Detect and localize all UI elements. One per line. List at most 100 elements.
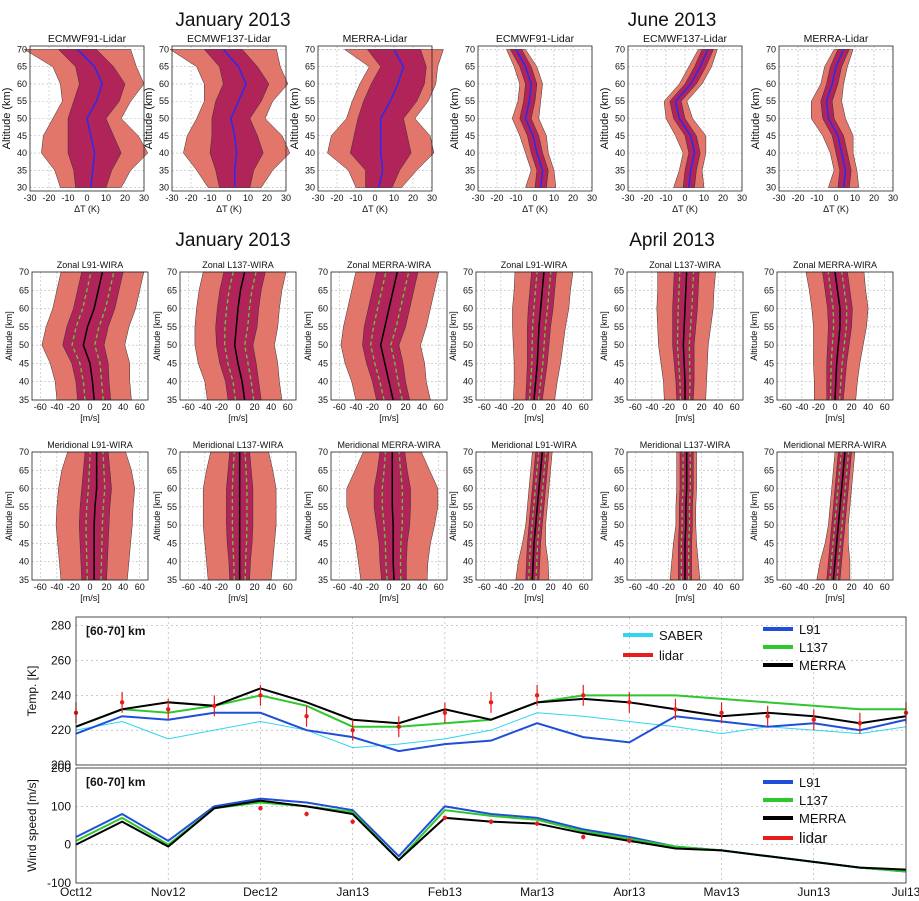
- plot-frame: [179, 451, 297, 581]
- x-tick-label: -10: [810, 193, 823, 203]
- profile-panels: -30 -20 -10 0 10 20 30 30 35 40 45 50 55 60 65 70 ECMWF9…: [1, 33, 898, 603]
- y-tick-label: 0: [64, 838, 71, 852]
- x-tick-label: 40: [118, 582, 128, 592]
- mean-line: [378, 49, 405, 188]
- dashed-sd-line: [688, 271, 695, 401]
- x-tick-label: -60: [779, 582, 792, 592]
- y-tick-label: 55: [19, 322, 29, 332]
- y-tick-label: 70: [19, 447, 29, 457]
- y-tick-label: 40: [463, 377, 473, 387]
- y-tick-label: 50: [318, 520, 328, 530]
- y-tick-label: 60: [167, 484, 177, 494]
- lidar-point: [488, 819, 494, 824]
- legend-label: L137: [799, 640, 828, 655]
- y-tick-label: 50: [17, 114, 27, 124]
- x-tick-label: -40: [198, 582, 211, 592]
- x-axis-label: [m/s]: [228, 413, 248, 423]
- y-tick-label: 35: [159, 165, 169, 175]
- dashed-sd-line: [231, 451, 235, 581]
- y-tick-label: 55: [766, 96, 776, 106]
- panel-title: Zonal MERRA-WIRA: [347, 260, 431, 270]
- y-tick-label: 60: [766, 79, 776, 89]
- y-tick-label: 50: [19, 520, 29, 530]
- x-tick-label: 60: [880, 402, 890, 412]
- y-tick-label: 70: [463, 267, 473, 277]
- dashed-sd-line: [244, 451, 248, 581]
- dashed-sd-line: [836, 451, 850, 581]
- x-tick-label: -10: [203, 193, 216, 203]
- dashed-sd-line: [94, 271, 115, 401]
- y-tick-label: 65: [614, 465, 624, 475]
- x-tick-label: 0: [531, 402, 536, 412]
- y-tick-label: 45: [465, 131, 475, 141]
- y-tick-label: 60: [463, 484, 473, 494]
- plot-frame: [75, 616, 907, 766]
- x-tick-label: -60: [333, 582, 346, 592]
- y-tick-label: 50: [764, 520, 774, 530]
- lidar-point: [304, 811, 309, 817]
- x-tick-label: 10: [549, 193, 559, 203]
- y-axis-label: Altitude (km): [143, 88, 155, 150]
- y-tick-label: 55: [167, 322, 177, 332]
- y-tick-label: 50: [305, 114, 315, 124]
- y-tick-label: 50: [463, 340, 473, 350]
- inner-sd-band: [78, 451, 112, 581]
- x-tick-label: 10: [699, 193, 709, 203]
- y-axis-label: Altitude [km]: [448, 311, 458, 361]
- x-tick-label: 60: [135, 582, 145, 592]
- heading-january-top: January 2013: [175, 10, 290, 31]
- x-tick-label: 40: [118, 402, 128, 412]
- y-tick-label: 35: [167, 395, 177, 405]
- y-tick-label: 40: [463, 557, 473, 567]
- y-tick-label: 50: [764, 340, 774, 350]
- dashed-sd-line: [537, 271, 552, 401]
- y-tick-label: 55: [463, 322, 473, 332]
- x-axis-label: [m/s]: [379, 413, 399, 423]
- x-tick-label: -20: [791, 193, 804, 203]
- mean-line: [233, 271, 246, 401]
- profile-panel: -30 -20 -10 0 10 20 30 30 35 40 45 50 55 60 65 70 ECMWF1…: [143, 33, 291, 214]
- y-tick-label: 45: [463, 538, 473, 548]
- y-tick-label: 280: [51, 619, 71, 633]
- plot-area: [76, 768, 906, 883]
- mean-line: [825, 49, 847, 188]
- x-tick-label: 30: [737, 193, 747, 203]
- x-tick-label: 20: [869, 193, 879, 203]
- y-axis-label: Altitude [km]: [599, 311, 609, 361]
- y-axis-label: Altitude [km]: [599, 491, 609, 541]
- y-tick-label: 65: [318, 465, 328, 475]
- y-tick-label: 40: [19, 557, 29, 567]
- x-tick-label: 20: [102, 402, 112, 412]
- x-tick-label: -60: [779, 402, 792, 412]
- y-tick-label: 55: [17, 96, 27, 106]
- x-tick-label: 10: [850, 193, 860, 203]
- x-axis-label: [m/s]: [524, 413, 544, 423]
- y-tick-label: -100: [47, 876, 71, 890]
- x-tick-label: 60: [579, 402, 589, 412]
- inner-sd-band: [203, 49, 270, 188]
- y-tick-label: 60: [167, 304, 177, 314]
- y-tick-label: 70: [19, 267, 29, 277]
- profile-panel: -30 -20 -10 0 10 20 30 30 35 40 45 50 55 60 65 70 MERRA-…: [750, 33, 898, 214]
- panel-title: Zonal L91-WIRA: [57, 260, 124, 270]
- x-axis-label: [m/s]: [80, 593, 100, 603]
- lidar-point: [627, 838, 632, 844]
- profile-panel: -60 -40 -20 0 20 40 60 35 40 45 50 55 60 65 70 Meridion…: [599, 440, 744, 603]
- x-tick-label: 0: [235, 402, 240, 412]
- inner-sd-band: [820, 49, 852, 188]
- x-tick-label: 20: [120, 193, 130, 203]
- heading-june: June 2013: [628, 10, 717, 31]
- panel-title: Zonal L91-WIRA: [501, 260, 568, 270]
- x-tick-label: -40: [795, 582, 808, 592]
- x-axis-label: ΔT (K): [74, 204, 100, 214]
- x-axis-label: [m/s]: [379, 593, 399, 603]
- x-tick-label: -30: [165, 193, 178, 203]
- y-tick-label: 70: [615, 44, 625, 54]
- dashed-sd-line: [827, 271, 835, 401]
- profile-panel: -60 -40 -20 0 20 40 60 35 40 45 50 55 60 65 70 Zonal L9…: [4, 260, 149, 423]
- profile-panel: -30 -20 -10 0 10 20 30 30 35 40 45 50 55 60 65 70 MERRA-…: [289, 33, 444, 214]
- altitude-range-label: [60-70] km: [86, 624, 145, 638]
- y-tick-label: 50: [766, 114, 776, 124]
- legend-label: MERRA: [799, 811, 846, 826]
- y-tick-label: 30: [159, 183, 169, 193]
